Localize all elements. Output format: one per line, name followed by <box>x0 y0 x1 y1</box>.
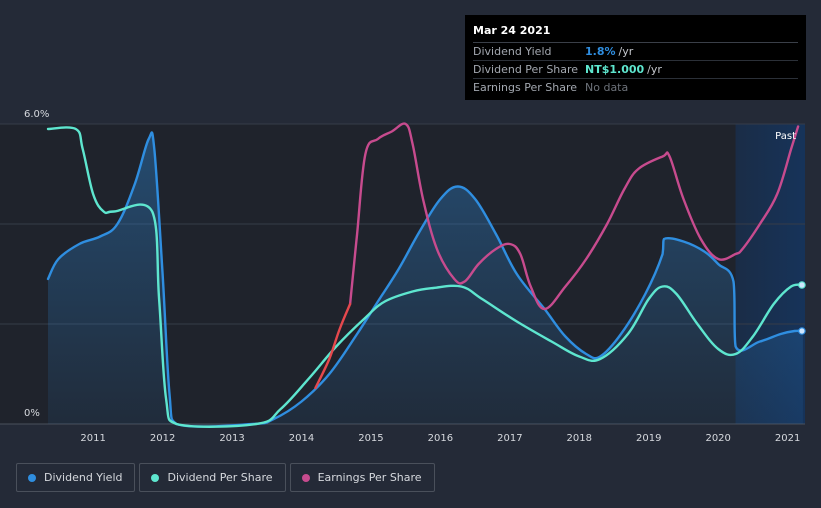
legend-dot-icon <box>301 473 310 482</box>
tooltip-label: Dividend Per Share <box>473 63 579 76</box>
x-tick-label: 2019 <box>636 433 661 444</box>
tooltip-row-earnings-per-share: Earnings Per Share No data <box>473 79 798 96</box>
tooltip-unit: /yr <box>647 63 662 76</box>
x-tick-label: 2012 <box>150 433 175 444</box>
tooltip-value: NT$1.000 <box>585 63 645 76</box>
tooltip-value: No data <box>585 81 629 94</box>
legend-label: Dividend Per Share <box>167 471 273 484</box>
x-tick-label: 2020 <box>705 433 730 444</box>
series-area-dividend-yield <box>48 132 803 427</box>
x-tick-label: 2017 <box>497 433 522 444</box>
x-tick-label: 2021 <box>775 433 800 444</box>
legend-dot-icon <box>28 473 36 482</box>
past-label: Past <box>775 131 796 142</box>
tooltip-date: Mar 24 2021 <box>473 22 798 43</box>
legend-dot-icon <box>151 473 160 482</box>
series-line-earnings-per-share <box>348 122 800 311</box>
series-line-eps-negative <box>314 302 352 390</box>
legend-label: Earnings Per Share <box>317 471 422 484</box>
legend-label: Dividend Yield <box>44 471 123 484</box>
tooltip-label: Dividend Yield <box>473 45 552 58</box>
tooltip-value: 1.8% <box>585 45 616 58</box>
legend-item-dividend-per-share[interactable]: Dividend Per Share <box>139 463 286 492</box>
series-endpoint-dividend-yield <box>798 327 806 335</box>
x-tick-label: 2016 <box>428 433 453 444</box>
series-line-dividend-yield <box>46 131 805 428</box>
y-tick-label: 0% <box>24 408 40 419</box>
tooltip-unit: /yr <box>618 45 634 58</box>
series-line-dividend-per-share <box>46 126 805 428</box>
tooltip-label: Earnings Per Share <box>473 81 578 94</box>
legend: Dividend Yield Dividend Per Share Earnin… <box>16 463 439 492</box>
legend-item-earnings-per-share[interactable]: Earnings Per Share <box>289 463 435 492</box>
x-tick-label: 2013 <box>219 433 244 444</box>
y-tick-label: 6.0% <box>24 109 49 120</box>
tooltip-row-dividend-per-share: Dividend Per Share NT$1.000 /yr <box>473 61 798 79</box>
tooltip-row-dividend-yield: Dividend Yield 1.8% /yr <box>473 43 798 61</box>
series-endpoint-dividend-per-share <box>798 281 806 289</box>
x-tick-label: 2015 <box>358 433 383 444</box>
x-tick-label: 2018 <box>567 433 592 444</box>
x-tick-label: 2014 <box>289 433 314 444</box>
legend-item-dividend-yield[interactable]: Dividend Yield <box>16 463 136 492</box>
tooltip: Mar 24 2021 Dividend Yield 1.8% /yr Divi… <box>465 15 806 100</box>
x-tick-label: 2011 <box>80 433 105 444</box>
